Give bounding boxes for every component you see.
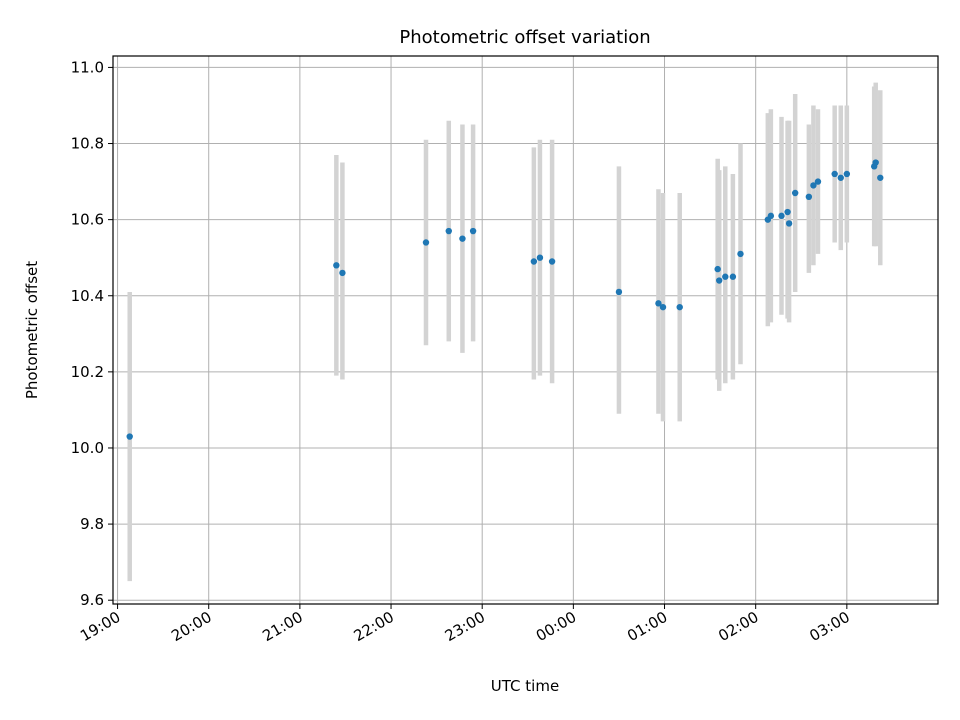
y-tick-label: 10.8 — [71, 135, 104, 153]
data-point — [837, 174, 844, 181]
data-point — [877, 174, 884, 181]
data-point — [459, 235, 466, 242]
x-axis-label: UTC time — [491, 677, 559, 695]
data-point — [872, 159, 879, 166]
data-point — [778, 212, 785, 220]
data-point — [333, 262, 340, 269]
y-tick-label: 9.8 — [80, 515, 104, 533]
data-point — [422, 239, 430, 246]
data-point — [805, 193, 813, 201]
chart-title: Photometric offset variation — [399, 27, 650, 48]
y-tick-label: 11.0 — [71, 58, 104, 76]
data-point — [659, 303, 667, 311]
data-point — [810, 182, 817, 189]
data-point — [784, 208, 791, 216]
data-point — [548, 258, 556, 265]
data-points — [126, 159, 884, 440]
y-axis-ticks: 9.6 9.8 10.0 10.2 10.4 10.6 10.8 11.0 — [71, 58, 113, 609]
data-point — [655, 300, 662, 307]
y-tick-label: 10.4 — [71, 287, 104, 305]
data-point — [126, 433, 133, 440]
data-point — [716, 277, 723, 284]
data-point — [676, 303, 683, 311]
data-point — [530, 258, 538, 265]
y-tick-label: 10.2 — [71, 363, 104, 381]
data-point — [339, 269, 346, 277]
plot-frame — [112, 55, 939, 605]
data-point — [831, 170, 838, 178]
y-axis-label: Photometric offset — [23, 261, 41, 399]
data-point — [729, 273, 737, 280]
y-tick-label: 9.6 — [80, 591, 104, 609]
data-point — [536, 254, 544, 261]
y-tick-label: 10.0 — [71, 439, 104, 457]
data-point — [814, 178, 822, 185]
data-point — [445, 227, 452, 235]
data-point — [843, 170, 851, 178]
y-tick-label: 10.6 — [71, 211, 104, 229]
data-point — [714, 265, 721, 273]
data-point — [767, 212, 775, 220]
data-point — [737, 250, 744, 258]
data-point — [615, 288, 623, 296]
data-point — [722, 273, 729, 280]
data-point — [785, 220, 793, 227]
data-point — [791, 189, 799, 197]
data-point — [469, 227, 477, 235]
